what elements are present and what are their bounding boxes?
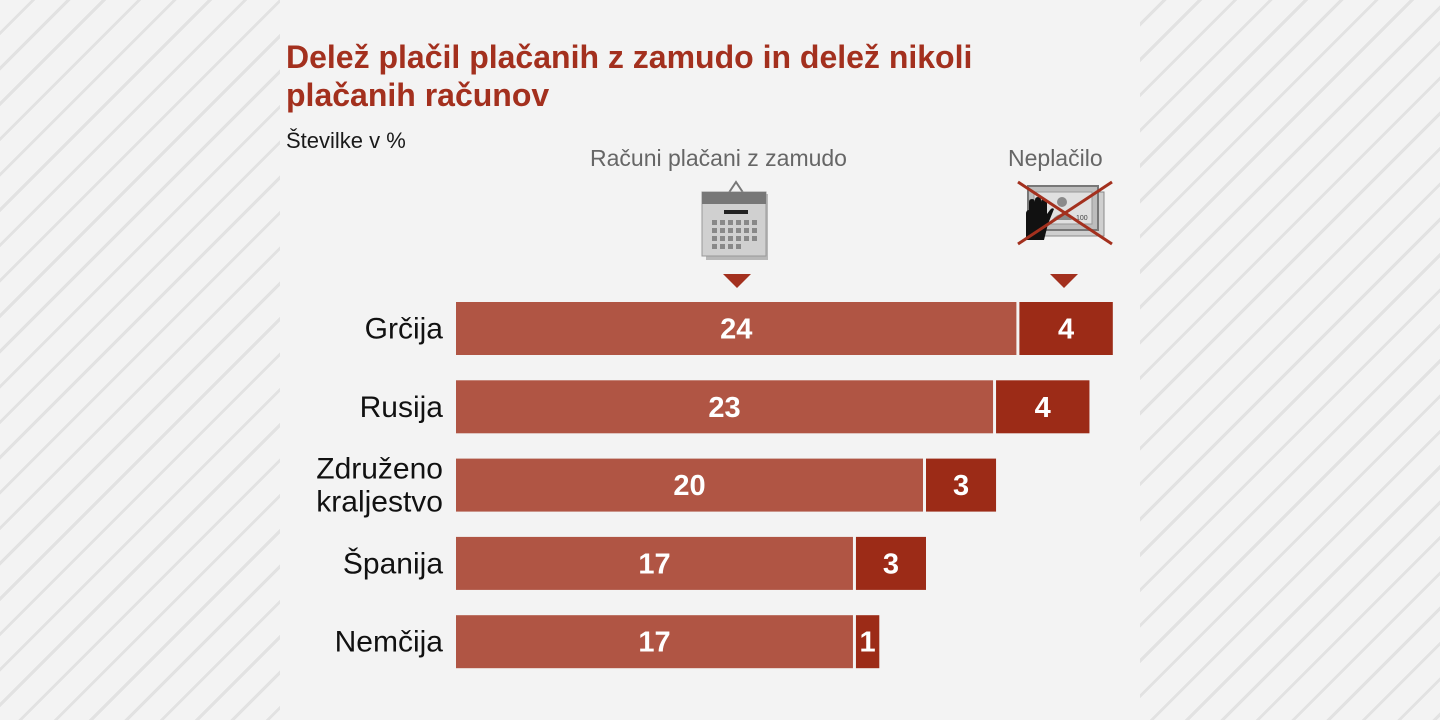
chart-panel xyxy=(280,0,1140,720)
caret-unpaid xyxy=(1050,274,1078,288)
bar-late-payments xyxy=(456,380,994,434)
data-label: 3 xyxy=(953,470,969,502)
data-label: 20 xyxy=(673,470,705,502)
bar-unpaid xyxy=(926,458,997,512)
caret-late-payments xyxy=(723,274,751,288)
category-label: Grčija xyxy=(365,313,444,346)
bar-late-payments xyxy=(456,458,923,512)
bar-unpaid xyxy=(1019,302,1113,355)
calendar-icon xyxy=(701,180,768,260)
category-label: Španija xyxy=(343,546,443,580)
category-label: Združeno kraljestvo xyxy=(316,453,443,519)
bar-unpaid xyxy=(855,536,926,590)
bar-late-payments xyxy=(456,302,1017,355)
data-label: 24 xyxy=(720,314,752,346)
data-label: 4 xyxy=(1058,314,1074,346)
data-label: 3 xyxy=(883,548,899,580)
bar-late-payments xyxy=(456,536,853,590)
bar-late-payments xyxy=(456,615,853,669)
legend-late-payments: Računi plačani z zamudo xyxy=(590,145,847,171)
chart-title: Delež plačil plačanih z zamudo in delež … xyxy=(286,39,973,113)
category-label: Nemčija xyxy=(335,626,444,659)
legend-unpaid: Neplačilo xyxy=(1008,145,1103,171)
data-label: 17 xyxy=(638,548,670,580)
bar-unpaid xyxy=(855,615,880,669)
bar-unpaid xyxy=(996,380,1090,434)
svg-text:100: 100 xyxy=(1076,215,1088,222)
category-label: Rusija xyxy=(360,391,444,424)
crossed-cash-icon: 100 xyxy=(1017,180,1113,246)
data-label: 17 xyxy=(638,627,670,659)
chart-subtitle: Številke v % xyxy=(286,128,406,153)
data-label: 23 xyxy=(708,392,740,424)
data-label: 1 xyxy=(860,627,876,659)
data-label: 4 xyxy=(1035,392,1051,424)
